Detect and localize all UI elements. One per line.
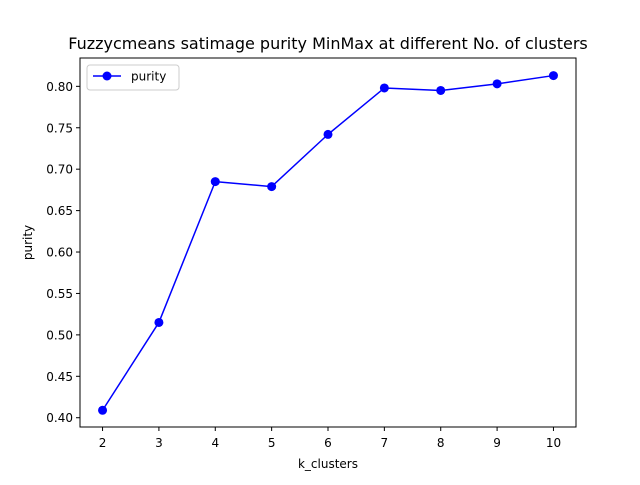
y-tick-label: 0.50 (46, 328, 73, 342)
x-tick-label: 9 (493, 436, 501, 450)
data-point (98, 405, 108, 415)
legend: purity (86, 64, 180, 91)
series-markers (98, 71, 558, 415)
x-axis-label: k_clusters (298, 457, 358, 471)
y-tick-label: 0.55 (46, 287, 73, 301)
y-axis-label: purity (21, 225, 35, 260)
data-point (548, 71, 558, 81)
y-tick-label: 0.75 (46, 121, 73, 135)
data-point (267, 182, 277, 192)
y-tick-label: 0.65 (46, 204, 73, 218)
x-tick-label: 10 (546, 436, 561, 450)
x-tick-label: 5 (268, 436, 276, 450)
legend-marker-sample (102, 71, 112, 81)
y-tick-label: 0.40 (46, 411, 73, 425)
data-point (436, 85, 446, 95)
x-tick-label: 4 (211, 436, 219, 450)
chart-title: Fuzzycmeans satimage purity MinMax at di… (68, 34, 587, 53)
y-tick-label: 0.70 (46, 163, 73, 177)
plot-frame (79, 57, 577, 428)
x-tick-label: 7 (381, 436, 389, 450)
x-tick-label: 2 (99, 436, 107, 450)
x-tick-label: 8 (437, 436, 445, 450)
data-point (379, 83, 389, 93)
data-point (210, 177, 220, 187)
legend-box (86, 64, 180, 91)
x-tick-label: 3 (155, 436, 163, 450)
y-tick-label: 0.60 (46, 246, 73, 260)
y-tick-label: 0.80 (46, 80, 73, 94)
x-tick-label: 6 (324, 436, 332, 450)
data-point (492, 79, 502, 89)
axis-ticks: 2 3 4 5 6 7 8 9 10 0.40 0.45 0.50 0.55 0.60 0.65 0.70 0.… (46, 80, 561, 450)
y-tick-label: 0.45 (46, 370, 73, 384)
data-point (154, 317, 164, 327)
legend-label-purity: purity (131, 70, 166, 84)
data-point (323, 129, 333, 139)
